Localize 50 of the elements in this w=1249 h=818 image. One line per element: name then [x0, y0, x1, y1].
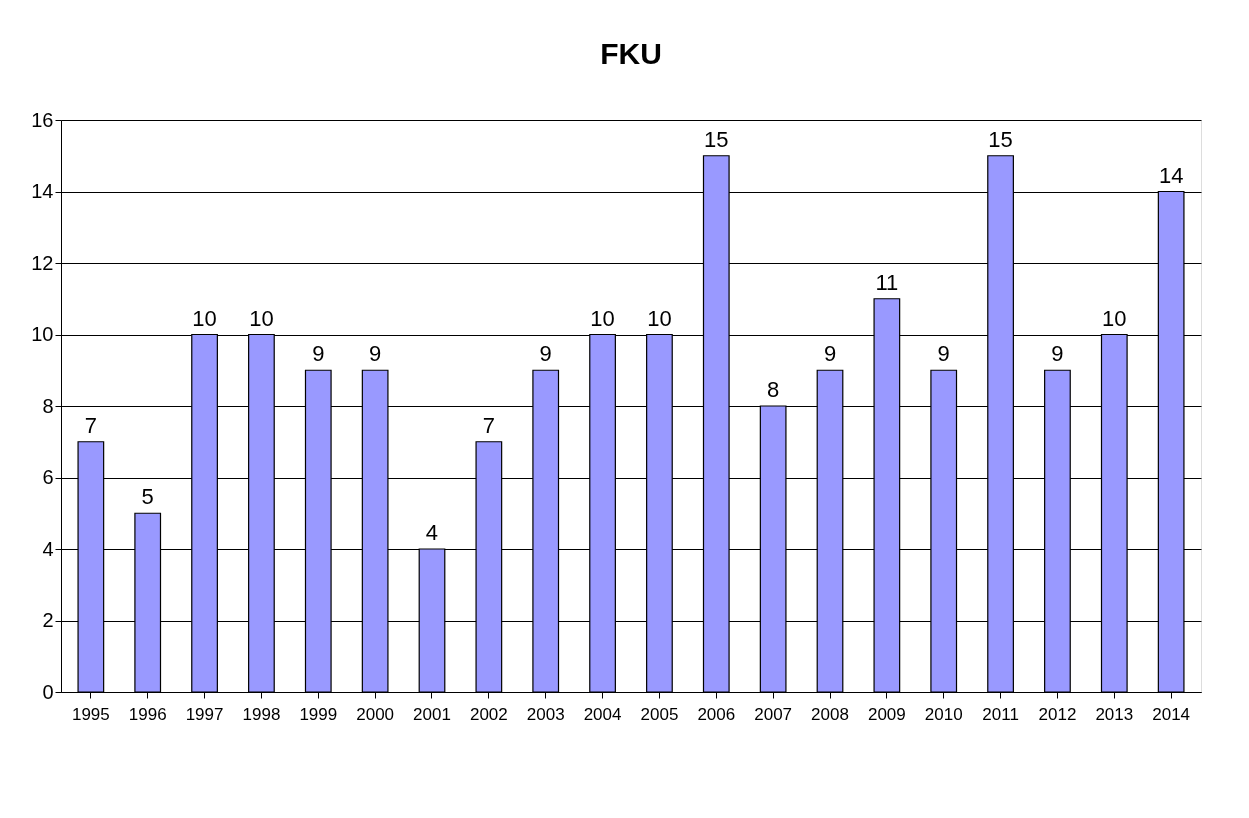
x-tick-label: 2009	[867, 704, 906, 724]
data-label: 11	[875, 269, 899, 295]
data-label: 9	[823, 341, 837, 367]
data-label: 8	[767, 377, 780, 402]
x-tick-label: 1999	[299, 704, 338, 724]
x-tick-label: 2012	[1038, 704, 1077, 724]
data-label: 9	[539, 341, 552, 367]
x-tick-label: 2002	[469, 704, 508, 724]
data-label: 9	[369, 341, 382, 367]
data-label: 14	[1158, 162, 1184, 188]
data-label: 15	[988, 126, 1013, 152]
x-tick-label: 2005	[640, 704, 679, 724]
data-label: 10	[192, 305, 217, 331]
x-tick-label: 2004	[583, 704, 622, 724]
x-tick-label: 1996	[128, 704, 167, 724]
data-label: 9	[1051, 341, 1064, 367]
data-label: 7	[84, 412, 97, 438]
x-tick-label: 2011	[982, 704, 1019, 724]
data-label: 9	[312, 341, 325, 367]
data-label: 10	[249, 305, 274, 331]
data-label: 5	[141, 484, 154, 510]
x-tick-label: 1997	[185, 704, 224, 724]
data-label: 10	[1102, 305, 1127, 331]
data-label: 10	[590, 305, 615, 331]
y-tick-label: 0	[42, 680, 54, 703]
y-tick-label: 6	[42, 466, 54, 488]
y-tick-label: 4	[42, 537, 54, 560]
data-label: 15	[704, 126, 729, 152]
x-tick-label: 2010	[924, 704, 963, 724]
data-label: 7	[482, 412, 495, 438]
x-tick-label: 2001	[413, 704, 451, 724]
y-tick-label: 12	[31, 251, 54, 274]
y-tick-label: 14	[31, 180, 54, 202]
x-tick-label: 1995	[71, 704, 110, 724]
x-tick-label: 2006	[697, 704, 736, 724]
x-tick-label: 2008	[811, 704, 849, 724]
y-tick-label: 16	[31, 108, 54, 131]
data-label: 4	[425, 520, 439, 545]
x-tick-label: 2000	[356, 704, 395, 724]
y-tick-label: 2	[42, 609, 54, 631]
y-tick-label: 8	[42, 394, 54, 417]
x-tick-label: 2007	[754, 704, 793, 724]
x-tick-label: 2003	[526, 704, 565, 724]
chart-title: FKU	[600, 37, 662, 70]
y-tick-label: 10	[31, 323, 54, 345]
data-label: 10	[647, 305, 672, 331]
x-tick-label: 2013	[1095, 704, 1134, 724]
x-tick-label: 2014	[1152, 704, 1191, 724]
x-tick-label: 1998	[242, 704, 281, 724]
data-label: 9	[937, 341, 950, 367]
